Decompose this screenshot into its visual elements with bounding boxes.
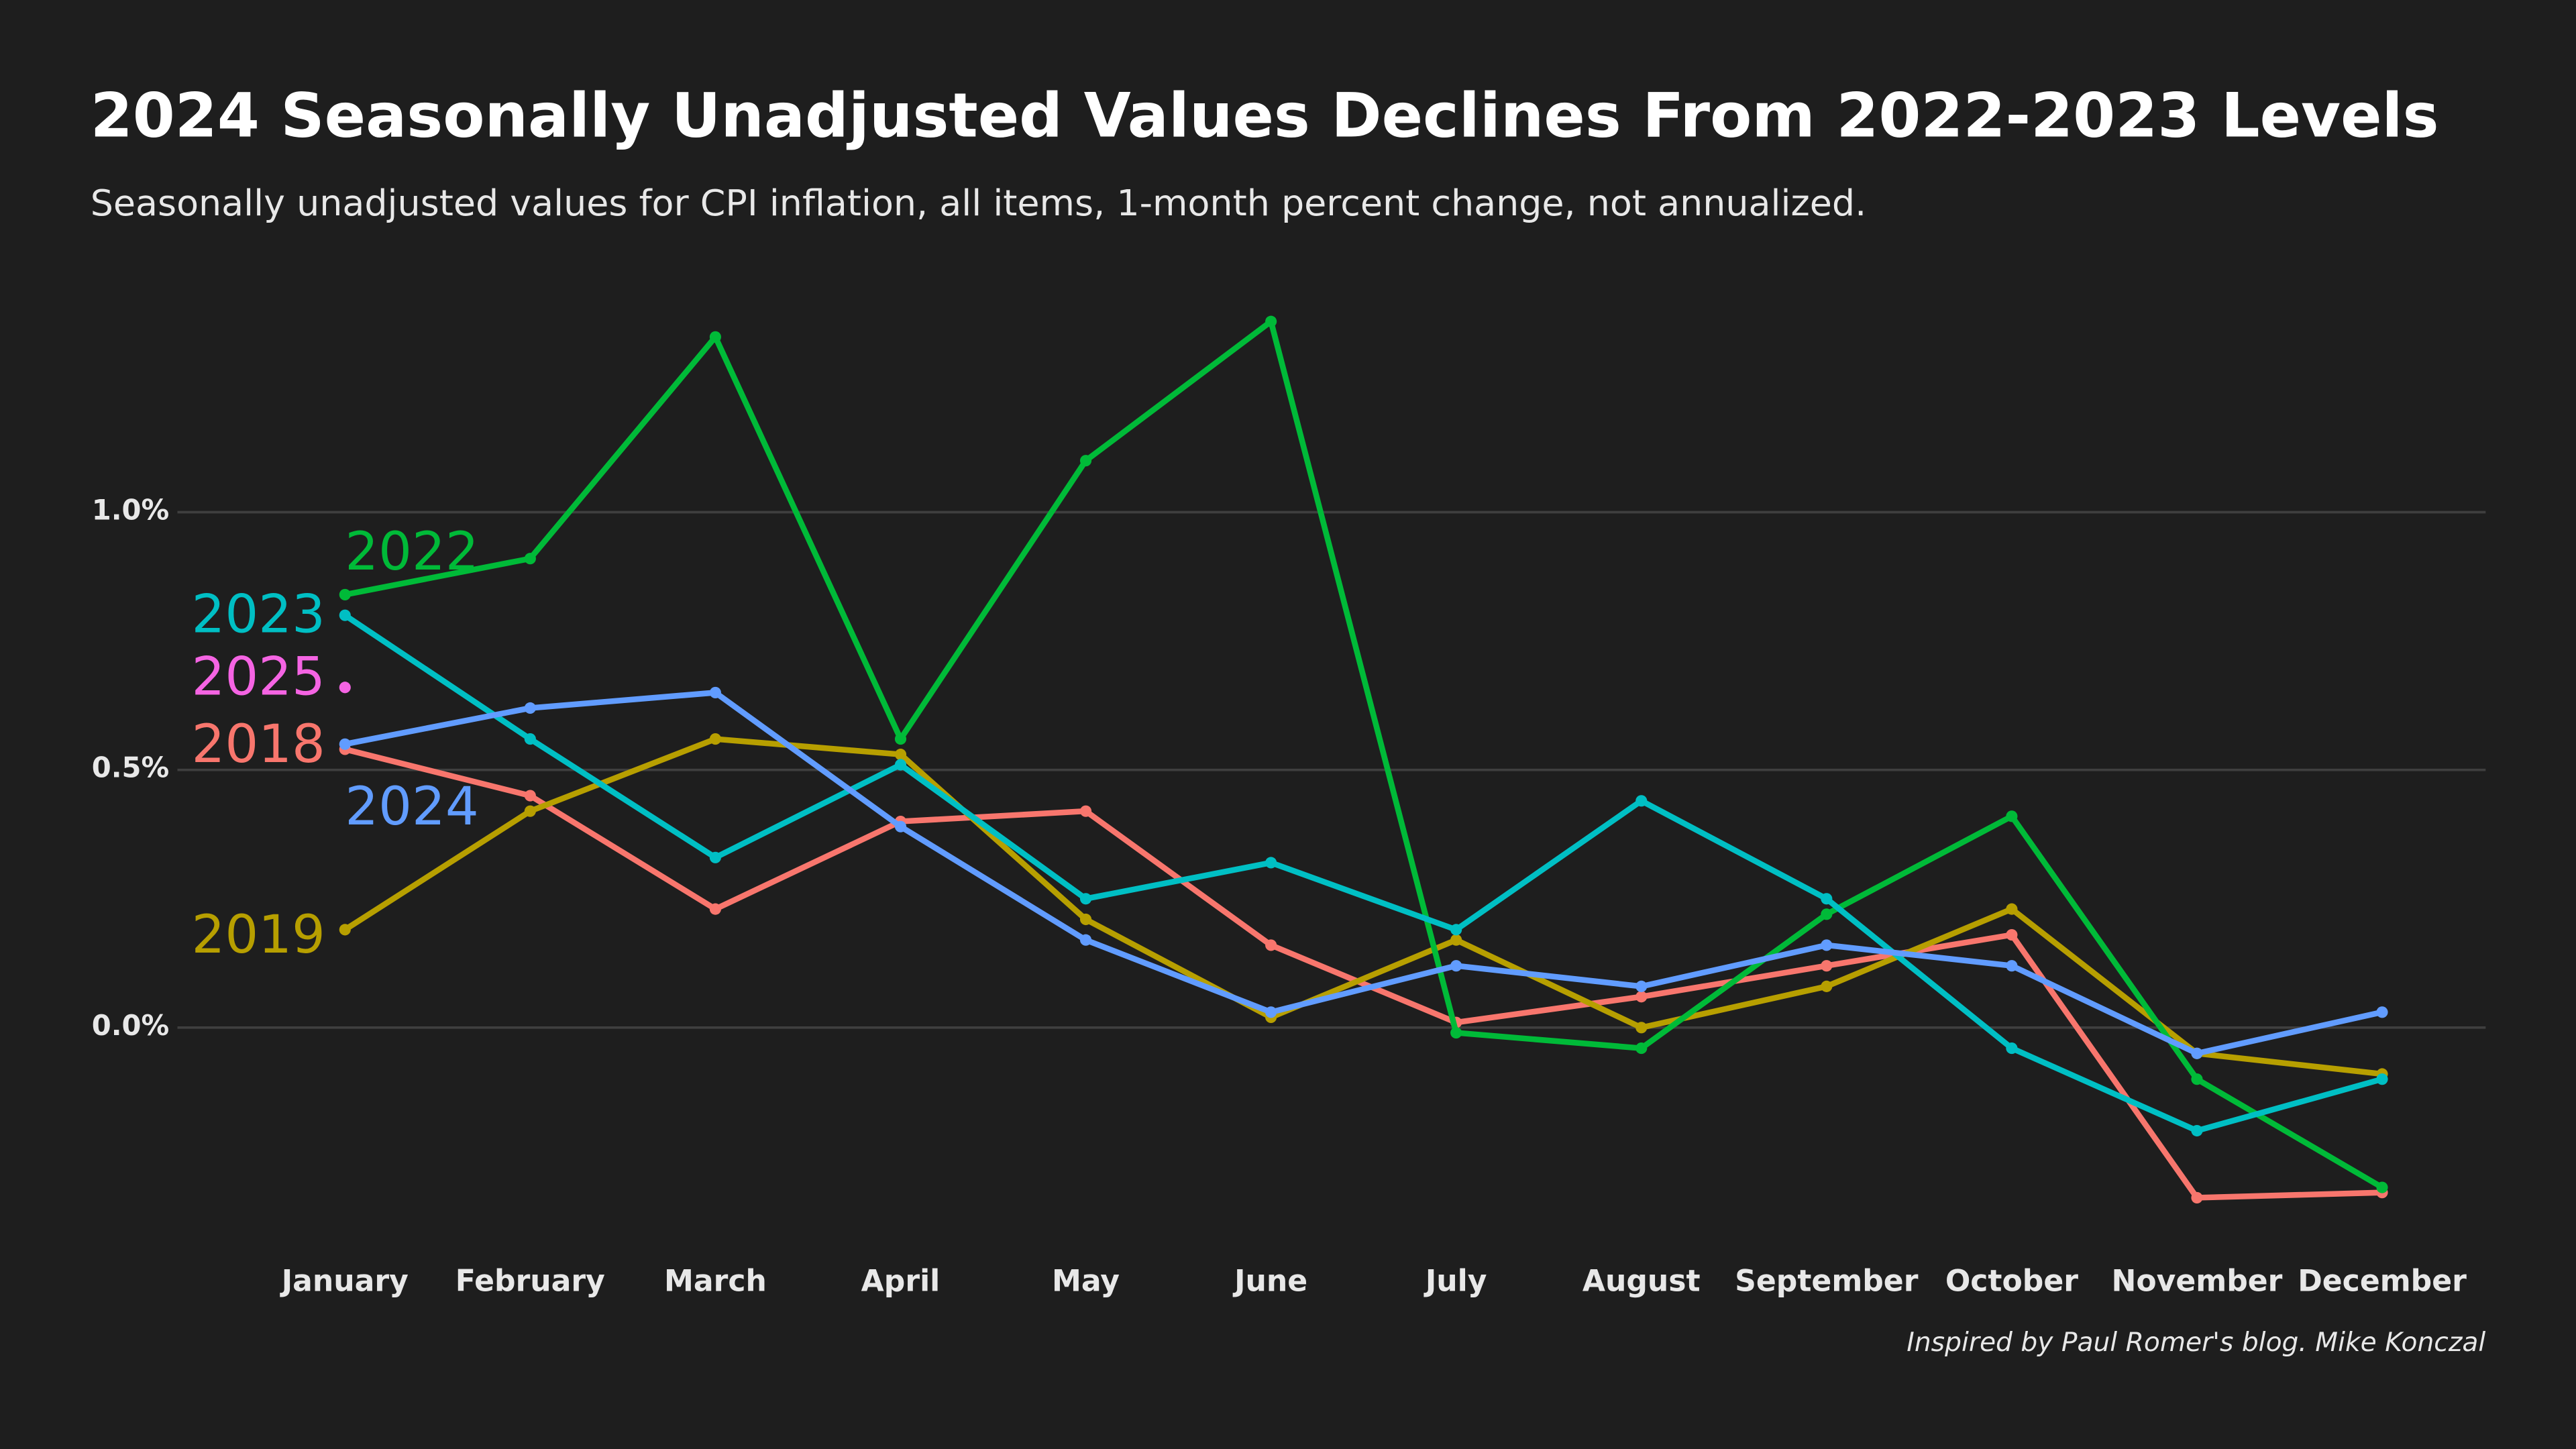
point <box>1821 893 1833 905</box>
point <box>894 759 907 771</box>
point <box>1450 960 1462 972</box>
point <box>2006 1042 2018 1055</box>
series-line <box>343 612 2383 1134</box>
point <box>339 588 351 601</box>
point <box>709 331 721 343</box>
point <box>1079 934 1092 946</box>
point <box>1821 960 1833 972</box>
x-tick-label: March <box>664 1265 767 1299</box>
point <box>1821 980 1833 992</box>
series-label: 2023 <box>191 584 325 645</box>
point <box>524 805 536 817</box>
point <box>1450 924 1462 936</box>
x-tick-label: November <box>2111 1265 2282 1299</box>
point <box>2006 903 2018 915</box>
point <box>709 851 721 863</box>
point <box>2376 1006 2388 1018</box>
point <box>2006 928 2018 941</box>
point <box>339 682 351 694</box>
point <box>524 553 536 565</box>
point <box>1635 980 1648 992</box>
series-label: 2025 <box>191 646 325 707</box>
chart-subtitle: Seasonally unadjusted values for CPI inf… <box>91 182 1867 224</box>
point <box>1635 1042 1648 1055</box>
point <box>2006 810 2018 822</box>
y-tick-label: 1.0% <box>92 494 169 527</box>
point <box>1635 991 1648 1003</box>
series-label: 2022 <box>345 521 478 582</box>
chart-title: 2024 Seasonally Unadjusted Values Declin… <box>91 81 2439 152</box>
point <box>709 903 721 915</box>
x-tick-label: July <box>1424 1265 1487 1299</box>
point <box>1079 805 1092 817</box>
caption: Inspired by Paul Romer's blog. Mike Konc… <box>1907 1328 2485 1358</box>
point <box>709 686 721 699</box>
point <box>894 820 907 833</box>
point <box>339 609 351 621</box>
x-tick-label: December <box>2298 1265 2467 1299</box>
point <box>894 749 907 761</box>
series-line <box>343 736 2383 1077</box>
point <box>524 733 536 745</box>
point <box>2006 960 2018 972</box>
x-tick-label: April <box>861 1265 941 1299</box>
point <box>339 924 351 936</box>
point <box>1265 315 1277 327</box>
series-line <box>344 318 2384 1190</box>
point <box>524 790 536 802</box>
x-tick-label: October <box>1945 1265 2078 1299</box>
point <box>1265 939 1277 951</box>
point <box>2191 1047 2203 1059</box>
series-label: 2019 <box>191 904 325 965</box>
point <box>709 733 721 745</box>
point <box>1079 913 1092 926</box>
x-tick-label: June <box>1232 1265 1307 1299</box>
point <box>339 738 351 750</box>
x-tick-label: January <box>280 1265 409 1299</box>
point <box>1635 795 1648 807</box>
x-tick-label: September <box>1735 1265 1919 1299</box>
point <box>1079 893 1092 905</box>
point <box>894 733 907 745</box>
point <box>1821 908 1833 920</box>
point <box>2191 1191 2203 1203</box>
point <box>1821 939 1833 951</box>
y-tick-label: 0.5% <box>92 751 169 784</box>
point <box>2191 1073 2203 1085</box>
series-line <box>344 690 2383 1057</box>
x-tick-label: August <box>1582 1265 1701 1299</box>
series-label: 2024 <box>345 776 478 837</box>
x-tick-label: May <box>1052 1265 1120 1299</box>
point <box>1450 934 1462 946</box>
point <box>2191 1124 2203 1137</box>
series-label: 2018 <box>191 714 325 775</box>
y-tick-label: 0.0% <box>92 1009 169 1042</box>
point <box>1635 1022 1648 1034</box>
x-tick-label: February <box>455 1265 605 1299</box>
point <box>1450 1026 1462 1039</box>
point <box>1265 1006 1277 1018</box>
point <box>1079 455 1092 467</box>
point <box>2376 1181 2388 1193</box>
point <box>524 702 536 714</box>
point <box>2376 1073 2388 1085</box>
point <box>1265 857 1277 869</box>
